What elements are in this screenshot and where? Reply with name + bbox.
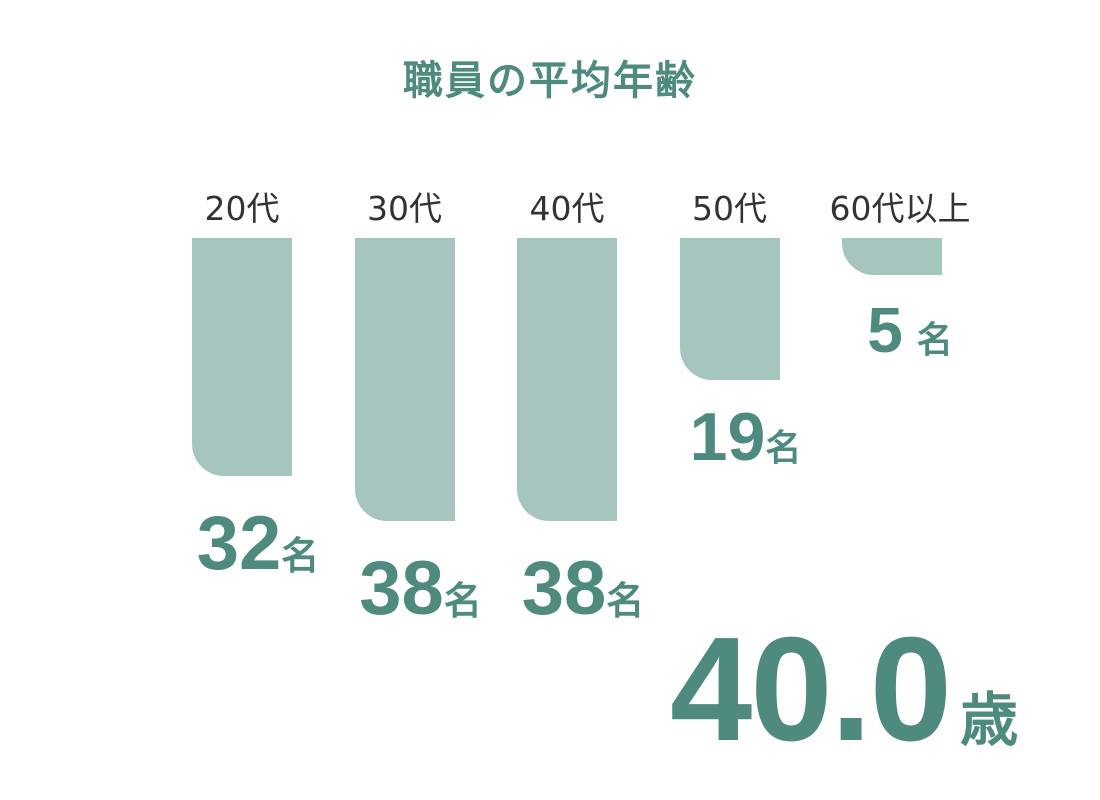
bar [354, 238, 455, 522]
data-label: 38名 [522, 545, 645, 632]
data-label-unit: 名 [281, 534, 320, 579]
bar [192, 238, 292, 477]
chart-title: 職員の平均年齢 [403, 58, 697, 104]
bar [842, 238, 942, 276]
category-label: 30代 [367, 189, 442, 228]
data-label-value: 32 [196, 501, 282, 587]
data-label-unit: 名 [443, 579, 482, 624]
data-label-unit: 名 [606, 579, 645, 624]
average-age: 40.0 歳 [670, 605, 1018, 775]
category-label: 50代 [692, 189, 767, 228]
category-label: 60代以上 [829, 189, 971, 228]
data-label: 19名 [690, 398, 802, 476]
data-label-value: 38 [521, 546, 607, 632]
data-label: 38名 [359, 545, 482, 632]
category-label: 20代 [204, 189, 280, 228]
data-label-unit: 名 [765, 427, 802, 469]
average-age-value: 40.0 [670, 607, 952, 772]
bar [679, 238, 780, 380]
bar [517, 238, 617, 522]
average-age-unit: 歳 [960, 686, 1019, 754]
data-label-unit: 名 [916, 320, 953, 362]
data-label-value: 38 [359, 546, 444, 632]
category-label: 40代 [529, 189, 605, 228]
data-label-value: 19 [689, 398, 766, 475]
data-label: 32名 [197, 500, 320, 587]
data-label-value: 5 [867, 294, 903, 367]
